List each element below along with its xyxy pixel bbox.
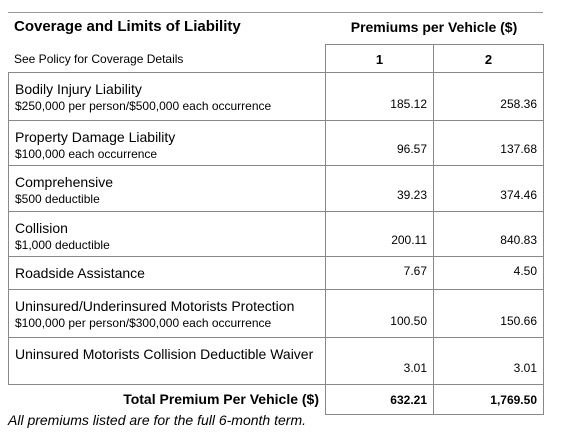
coverage-detail: $1,000 deductible bbox=[15, 238, 110, 252]
coverage-title: Bodily Injury Liability bbox=[15, 81, 142, 97]
coverage-title: Uninsured Motorists Collision Deductible… bbox=[15, 346, 314, 362]
premium-cell: 3.01 bbox=[433, 337, 544, 385]
premiums-heading: Premiums per Vehicle ($) bbox=[350, 19, 518, 35]
premium-value: 7.67 bbox=[403, 264, 427, 278]
premium-cell: 96.57 bbox=[325, 120, 434, 166]
premium-value: 100.50 bbox=[390, 314, 427, 328]
total-cell: 1,769.50 bbox=[433, 384, 544, 415]
premium-value: 96.57 bbox=[396, 142, 427, 156]
premium-value: 200.11 bbox=[391, 233, 427, 247]
premium-cell: 3.01 bbox=[325, 337, 434, 385]
premium-cell: 39.23 bbox=[325, 165, 434, 212]
column-label: 2 bbox=[484, 52, 493, 67]
premium-value: 374.46 bbox=[500, 188, 537, 202]
column-label: 1 bbox=[375, 52, 384, 67]
premium-cell: 840.83 bbox=[433, 211, 544, 257]
coverage-title: Comprehensive bbox=[15, 174, 114, 190]
footnote: All premiums listed are for the full 6-m… bbox=[8, 412, 306, 428]
coverage-cell: Property Damage Liability $100,000 each o… bbox=[8, 120, 326, 166]
total-cell: 632.21 bbox=[325, 384, 434, 415]
premium-value: 3.01 bbox=[403, 361, 427, 375]
premium-value: 137.68 bbox=[500, 142, 537, 156]
coverage-detail: $250,000 per person/$500,000 each occurr… bbox=[15, 99, 272, 113]
top-rule bbox=[8, 12, 543, 13]
coverage-detail: $500 deductible bbox=[15, 192, 100, 206]
premium-cell: 185.12 bbox=[325, 72, 434, 121]
premium-cell: 137.68 bbox=[433, 120, 544, 166]
coverage-title: Collision bbox=[15, 220, 68, 236]
coverage-title: Uninsured/Underinsured Motorists Protect… bbox=[15, 298, 295, 314]
premium-value: 258.36 bbox=[500, 97, 537, 111]
subtitle: See Policy for Coverage Details bbox=[14, 52, 184, 66]
premium-cell: 7.67 bbox=[325, 256, 434, 290]
coverage-cell: Roadside Assistance bbox=[8, 256, 326, 290]
premium-cell: 4.50 bbox=[433, 256, 544, 290]
premium-value: 185.12 bbox=[390, 97, 427, 111]
premium-value: 4.50 bbox=[513, 264, 537, 278]
column-header: 1 bbox=[325, 44, 434, 73]
premium-value: 3.01 bbox=[513, 361, 537, 375]
total-value: 632.21 bbox=[390, 393, 427, 407]
premium-cell: 374.46 bbox=[433, 165, 544, 212]
premium-cell: 200.11 bbox=[325, 211, 434, 257]
premium-value: 39.23 bbox=[396, 188, 427, 202]
column-header: 2 bbox=[433, 44, 544, 73]
coverage-detail: $100,000 per person/$300,000 each occurr… bbox=[15, 316, 272, 330]
coverage-cell: Comprehensive $500 deductible bbox=[8, 165, 326, 212]
coverage-cell: Collision $1,000 deductible bbox=[8, 211, 326, 257]
premium-cell: 150.66 bbox=[433, 289, 544, 338]
premium-cell: 100.50 bbox=[325, 289, 434, 338]
premium-value: 840.83 bbox=[500, 233, 537, 247]
premium-cell: 258.36 bbox=[433, 72, 544, 121]
coverage-detail: $100,000 each occurrence bbox=[15, 147, 158, 161]
coverage-title: Property Damage Liability bbox=[15, 129, 176, 145]
total-value: 1,769.50 bbox=[490, 393, 537, 407]
total-label: Total Premium Per Vehicle ($) bbox=[123, 391, 319, 407]
coverage-cell: Uninsured Motorists Collision Deductible… bbox=[8, 337, 326, 385]
coverage-cell: Uninsured/Underinsured Motorists Protect… bbox=[8, 289, 326, 338]
table-title: Coverage and Limits of Liability bbox=[14, 18, 241, 35]
premium-value: 150.66 bbox=[500, 314, 537, 328]
coverage-cell: Bodily Injury Liability $250,000 per pers… bbox=[8, 72, 326, 121]
coverage-title: Roadside Assistance bbox=[15, 265, 145, 281]
